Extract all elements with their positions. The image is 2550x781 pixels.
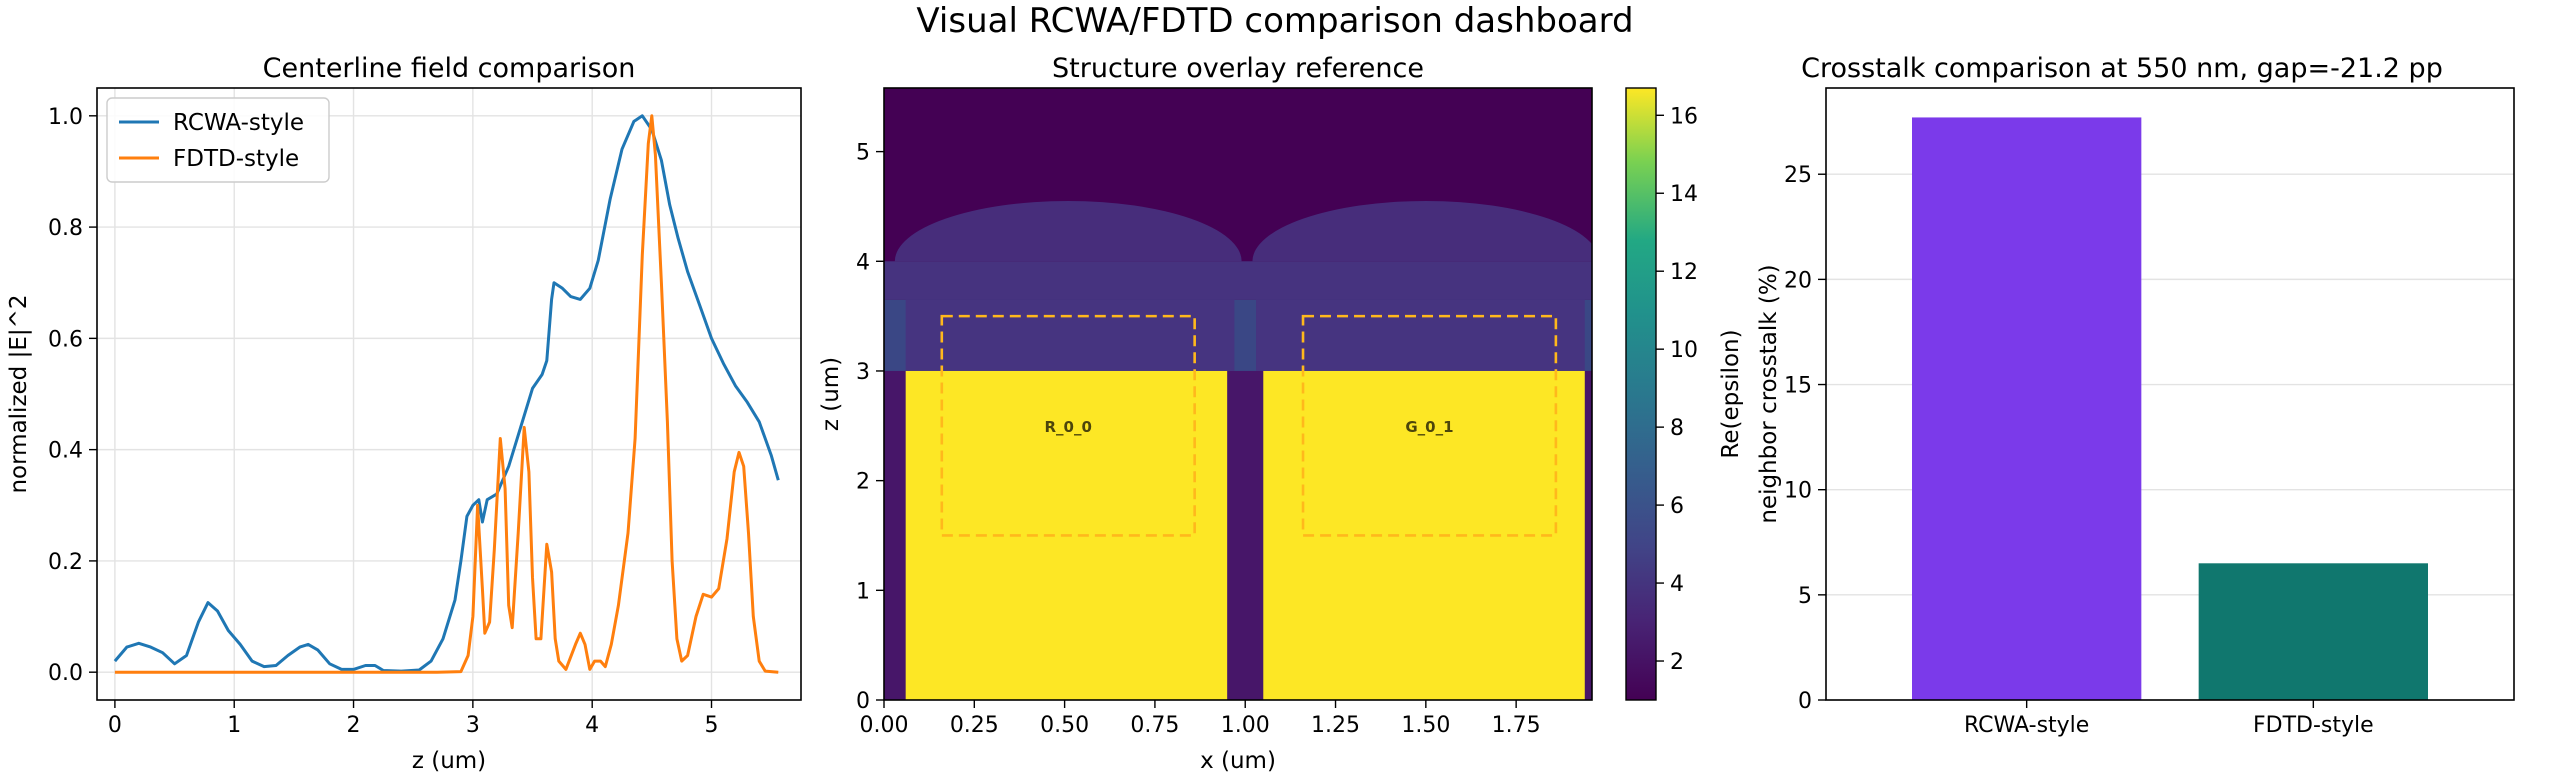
heatmap-x-ticks: 0.00 0.25 0.50 0.75 1.00 1.25 1.50 1.75 xyxy=(860,700,1541,738)
x-tick-label: 2 xyxy=(347,713,361,738)
x-tick-label: 0.75 xyxy=(1130,713,1179,738)
figure-suptitle: Visual RCWA/FDTD comparison dashboard xyxy=(916,1,1633,41)
colorbar-tick-label: 12 xyxy=(1670,260,1698,285)
colorbar-tick-label: 8 xyxy=(1670,416,1684,441)
y-tick-label: 25 xyxy=(1784,163,1812,188)
heatmap-region xyxy=(1256,299,1585,371)
series-line-fdtd xyxy=(114,114,779,674)
y-tick-label: 10 xyxy=(1784,479,1812,504)
x-tick-label: 0 xyxy=(108,713,122,738)
y-tick-label: 0.0 xyxy=(48,661,83,686)
colorbar-ticks: 2 4 6 8 10 12 14 16 xyxy=(1656,104,1698,675)
x-tick-label: 1 xyxy=(227,713,241,738)
line-chart-title: Centerline field comparison xyxy=(263,53,636,84)
y-tick-label: 2 xyxy=(856,470,870,495)
bar-chart-panel: Crosstalk comparison at 550 nm, gap=-21.… xyxy=(1756,53,2515,738)
y-tick-label: 4 xyxy=(856,250,870,275)
x-tick-label: 3 xyxy=(466,713,480,738)
y-tick-label: 0 xyxy=(1798,689,1812,714)
microlens-region xyxy=(894,200,1242,262)
y-tick-label: 0 xyxy=(856,689,870,714)
overlay-label-r00: R_0_0 xyxy=(1045,418,1092,436)
y-tick-label: 5 xyxy=(1798,584,1812,609)
heatmap-region xyxy=(905,299,1235,371)
y-tick-label: 1.0 xyxy=(48,105,83,130)
legend-label-rcwa: RCWA-style xyxy=(173,110,304,136)
bar-chart-x-ticks: RCWA-style FDTD-style xyxy=(1964,700,2374,738)
legend-box xyxy=(106,97,330,183)
line-chart-y-ticks: 0.0 0.2 0.4 0.6 0.8 1.0 xyxy=(48,105,97,686)
pixel-overlays: R_0_0 G_0_1 xyxy=(940,314,1558,537)
y-tick-label: 5 xyxy=(856,141,870,166)
x-tick-label: RCWA-style xyxy=(1964,713,2089,738)
legend-label-fdtd: FDTD-style xyxy=(173,146,299,172)
colorbar-tick-label: 2 xyxy=(1670,650,1684,675)
colorbar-tick-label: 16 xyxy=(1670,104,1698,129)
x-tick-label: 1.50 xyxy=(1401,713,1450,738)
heatmap-y-ticks: 0 1 2 3 4 5 xyxy=(856,141,884,714)
y-tick-label: 20 xyxy=(1784,268,1812,293)
overlay-box xyxy=(940,314,1196,537)
line-chart-frame xyxy=(96,87,802,701)
y-tick-label: 0.4 xyxy=(48,439,83,464)
y-tick-label: 0.2 xyxy=(48,550,83,575)
overlay-label-g01: G_0_1 xyxy=(1405,418,1453,436)
x-tick-label: 1.00 xyxy=(1221,713,1270,738)
colorbar-label: Re(epsilon) xyxy=(1718,329,1744,458)
x-tick-label: 4 xyxy=(585,713,599,738)
bar-chart-bars xyxy=(1912,117,2428,700)
colorbar-tick-label: 14 xyxy=(1670,182,1698,207)
series-line-rcwa xyxy=(113,114,780,673)
bar-rcwa-style xyxy=(1912,117,2142,700)
x-tick-label: 5 xyxy=(705,713,719,738)
line-chart-y-label: normalized |E|^2 xyxy=(6,294,32,493)
y-tick-label: 1 xyxy=(856,579,870,604)
bar-chart-y-ticks: 0 5 10 15 20 25 xyxy=(1784,163,1826,714)
line-chart-x-label: z (um) xyxy=(412,748,486,774)
colorbar-tick-label: 10 xyxy=(1670,338,1698,363)
y-tick-label: 0.6 xyxy=(48,327,83,352)
line-chart-series xyxy=(113,114,780,674)
overlay-box xyxy=(1301,314,1558,537)
x-tick-label: 1.25 xyxy=(1311,713,1360,738)
bar-chart-y-label: neighbor crosstalk (%) xyxy=(1756,264,1782,523)
heatmap-region xyxy=(884,261,1592,300)
heatmap-frame xyxy=(883,87,1593,701)
line-chart-x-ticks: 0 1 2 3 4 5 xyxy=(108,700,719,738)
colorbar-tick-label: 4 xyxy=(1670,572,1684,597)
heatmap-x-label: x (um) xyxy=(1200,748,1276,774)
y-tick-label: 0.8 xyxy=(48,216,83,241)
colorbar-tick-label: 6 xyxy=(1670,494,1684,519)
structure-heatmap-panel: Structure overlay reference R_0_0 G_0_1 … xyxy=(818,53,1744,774)
heatmap-image xyxy=(884,88,1592,700)
microlens-region xyxy=(1252,201,1592,262)
colorbar xyxy=(1625,87,1657,701)
x-tick-label: 1.75 xyxy=(1492,713,1541,738)
y-tick-label: 3 xyxy=(856,360,870,385)
x-tick-label: FDTD-style xyxy=(2253,713,2374,738)
bar-fdtd-style xyxy=(2198,563,2428,700)
line-chart-legend: RCWA-style FDTD-style xyxy=(106,97,330,183)
y-tick-label: 15 xyxy=(1784,374,1812,399)
heatmap-title: Structure overlay reference xyxy=(1052,53,1424,84)
bar-chart-frame xyxy=(1825,87,2515,701)
x-tick-label: 0.00 xyxy=(860,713,909,738)
heatmap-y-label: z (um) xyxy=(818,357,844,431)
bar-chart-title: Crosstalk comparison at 550 nm, gap=-21.… xyxy=(1801,53,2443,84)
x-tick-label: 0.50 xyxy=(1040,713,1089,738)
x-tick-label: 0.25 xyxy=(950,713,999,738)
